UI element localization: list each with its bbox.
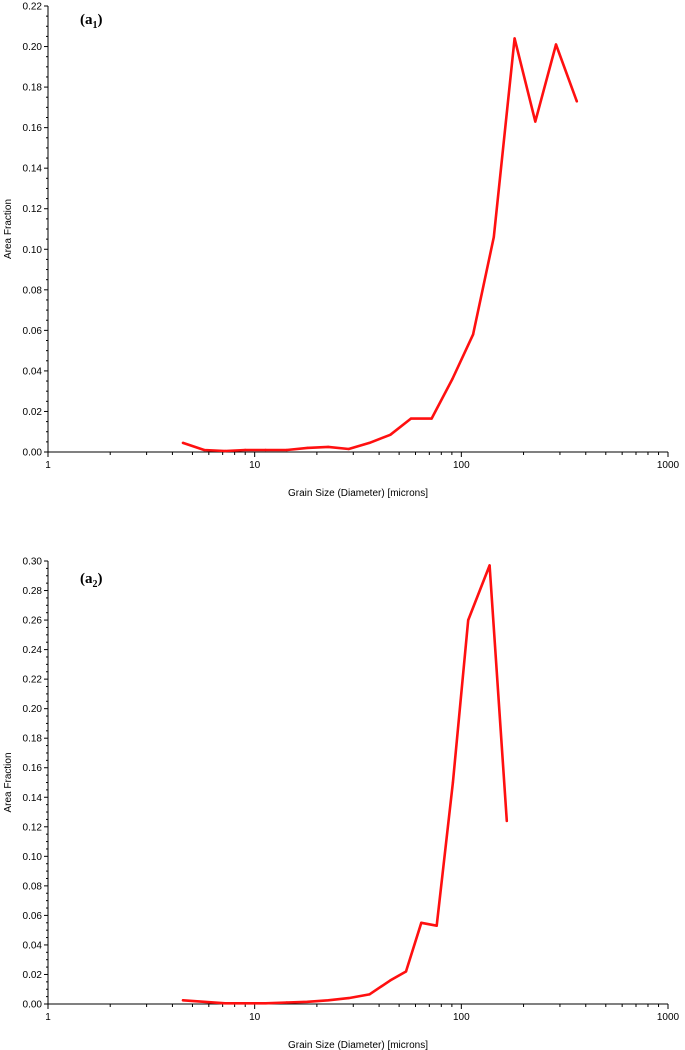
y-tick-label: 0.06 <box>23 911 43 922</box>
x-tick-label: 10 <box>249 1012 261 1023</box>
y-tick-label: 0.12 <box>23 204 43 215</box>
x-tick-label: 1 <box>45 460 51 471</box>
data-point <box>306 1000 309 1003</box>
x-tick-label: 1 <box>45 1012 51 1023</box>
data-point <box>467 618 470 622</box>
y-tick-label: 0.18 <box>23 83 43 94</box>
data-point <box>327 999 330 1002</box>
y-tick-label: 0.00 <box>23 1000 43 1011</box>
y-tick-label: 0.14 <box>23 164 43 175</box>
panel-label-main: (a <box>80 12 93 28</box>
y-tick-label: 0.16 <box>23 763 43 774</box>
y-tick-label: 0.02 <box>23 407 43 418</box>
x-axis-title: Grain Size (Diameter) [microns] <box>288 488 428 499</box>
panel-label-subscript: 2 <box>93 579 98 590</box>
x-tick-label: 100 <box>453 1012 470 1023</box>
data-point <box>181 999 185 1002</box>
data-point <box>244 1002 247 1005</box>
y-tick-label: 0.00 <box>23 448 43 459</box>
x-tick-label: 1000 <box>657 460 680 471</box>
panel-label-subscript: 1 <box>93 20 98 31</box>
data-point <box>224 449 227 453</box>
series-line <box>181 37 579 453</box>
data-point <box>389 433 392 436</box>
y-tick-label: 0.10 <box>23 852 43 863</box>
data-point <box>488 564 491 567</box>
data-point <box>471 333 475 336</box>
y-tick-label: 0.10 <box>23 245 43 256</box>
y-tick-label: 0.04 <box>23 940 43 951</box>
y-tick-label: 0.20 <box>23 704 43 715</box>
y-tick-label: 0.16 <box>23 123 43 134</box>
y-tick-label: 0.20 <box>23 42 43 53</box>
data-point <box>451 781 455 784</box>
data-point <box>492 235 495 239</box>
y-axis-title: Area Fraction <box>3 199 14 259</box>
data-point <box>435 924 438 927</box>
data-point <box>513 37 516 40</box>
data-point <box>203 1000 206 1003</box>
panel-label: (a2) <box>80 571 103 590</box>
data-point <box>347 447 350 451</box>
x-tick-label: 100 <box>453 460 470 471</box>
series-line <box>181 564 509 1005</box>
y-tick-label: 0.08 <box>23 881 43 892</box>
data-point <box>554 43 558 46</box>
chart-a2: 0.00 0.02 0.04 0.06 0.08 0.10 0.12 0.14 0.16 0.18… <box>3 557 680 1050</box>
y-tick-label: 0.06 <box>23 326 43 337</box>
data-point <box>347 996 350 1000</box>
data-point <box>327 445 330 449</box>
data-point <box>368 993 371 996</box>
panel-label-main: (a <box>80 571 93 587</box>
data-point <box>409 417 413 420</box>
data-point <box>575 100 578 103</box>
data-point <box>285 448 288 452</box>
y-tick-label: 0.02 <box>23 970 43 981</box>
y-tick-label: 0.22 <box>23 675 43 686</box>
y-tick-label: 0.30 <box>23 557 43 568</box>
chart-a1: 0.00 0.02 0.04 0.06 0.08 0.10 0.12 0.14 0.16 0.18… <box>3 2 680 500</box>
y-tick-label: 0.12 <box>23 822 43 833</box>
panel-label-close: ) <box>98 12 103 28</box>
data-point <box>420 921 423 924</box>
y-tick-label: 0.14 <box>23 793 43 804</box>
data-point <box>306 446 309 450</box>
data-point <box>181 441 185 445</box>
x-tick-label: 10 <box>249 460 261 471</box>
y-tick-label: 0.24 <box>23 645 43 656</box>
y-tick-label: 0.26 <box>23 616 43 627</box>
y-axis-title: Area Fraction <box>3 752 14 812</box>
data-point <box>285 1001 288 1004</box>
x-axis-title: Grain Size (Diameter) [microns] <box>288 1040 428 1050</box>
data-point <box>389 979 392 982</box>
y-tick-label: 0.18 <box>23 734 43 745</box>
data-point <box>505 819 508 823</box>
data-point <box>430 417 433 420</box>
data-point <box>404 970 408 973</box>
data-point <box>264 448 267 452</box>
data-point <box>368 441 371 445</box>
data-point <box>264 1002 267 1005</box>
panel-label: (a1) <box>80 12 103 31</box>
y-tick-label: 0.28 <box>23 586 43 597</box>
data-point <box>224 1002 227 1005</box>
y-tick-label: 0.08 <box>23 285 43 296</box>
data-point <box>244 448 247 452</box>
x-tick-label: 1000 <box>657 1012 680 1023</box>
data-point <box>534 120 537 123</box>
y-tick-label: 0.22 <box>23 2 43 13</box>
y-tick-label: 0.04 <box>23 366 43 377</box>
data-point <box>451 377 454 381</box>
data-point <box>203 448 206 452</box>
panel-label-close: ) <box>98 571 103 587</box>
